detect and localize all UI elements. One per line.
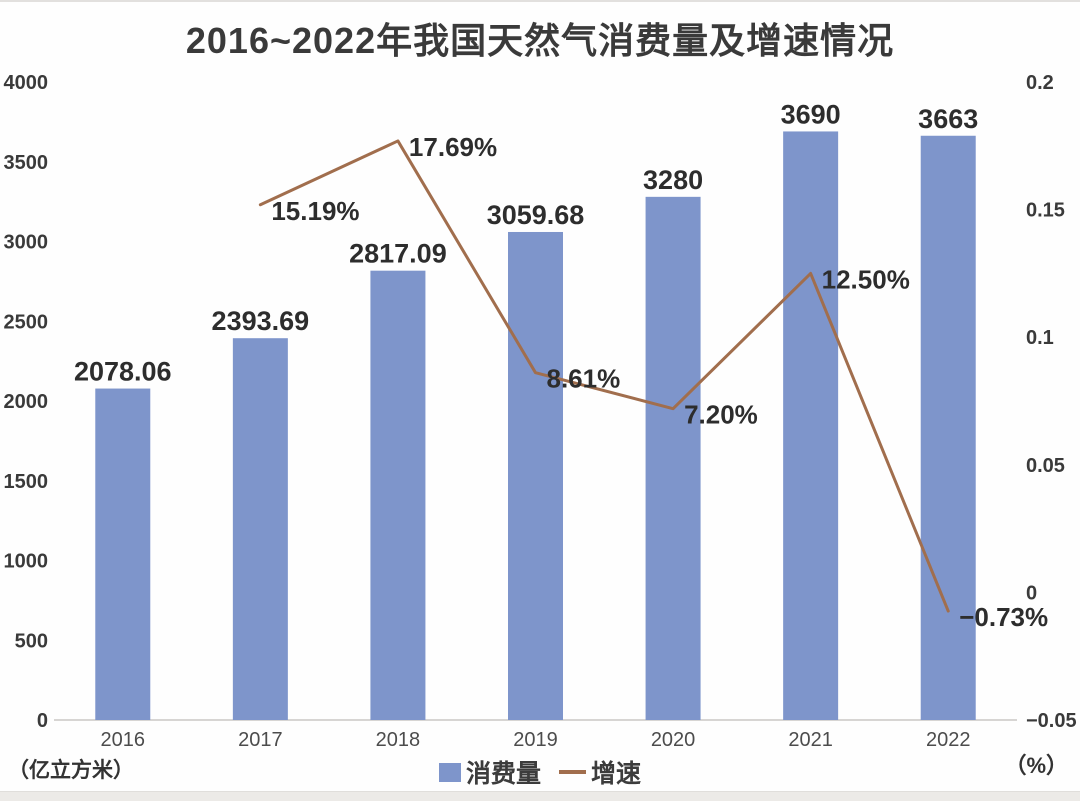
legend-label-consumption: 消费量 (465, 760, 541, 788)
line-value-label-2017: 15.19% (271, 196, 359, 226)
right-axis-tick-label: 0 (1026, 582, 1037, 604)
line-value-label-2019: 8.61% (547, 364, 621, 394)
x-axis-category-label: 2017 (238, 729, 283, 751)
right-axis-unit-label: （%） (1004, 753, 1068, 778)
bottom-strip (0, 791, 1080, 801)
left-axis-tick-label: 0 (37, 710, 48, 732)
left-axis-tick-label: 3500 (4, 152, 49, 174)
left-axis-tick-label: 4000 (4, 72, 49, 94)
line-value-label-2018: 17.69% (409, 132, 497, 162)
left-axis-tick-label: 500 (15, 630, 48, 652)
bar-value-label-2018: 2817.09 (349, 239, 447, 269)
x-axis-category-label: 2020 (651, 729, 696, 751)
left-axis-tick-label: 1500 (4, 471, 49, 493)
right-axis-tick-label: 0.1 (1026, 327, 1054, 349)
line-series-swatch-icon (559, 770, 586, 774)
bar-value-label-2021: 3690 (781, 99, 841, 129)
x-axis-category-label: 2016 (101, 729, 146, 751)
right-axis-tick-label: 0.15 (1026, 200, 1065, 222)
legend-item-growth: 增速 (559, 754, 641, 790)
bar-2016 (95, 388, 151, 720)
left-axis-unit-label: （亿立方米） (8, 759, 134, 782)
bar-value-label-2017: 2393.69 (212, 306, 310, 336)
bar-2020 (645, 196, 701, 721)
right-axis-tick-label: 0.05 (1026, 455, 1065, 477)
growth-line (258, 139, 950, 613)
bar-2021 (783, 131, 839, 720)
line-value-label-2022: −0.73% (959, 602, 1048, 632)
line-value-label-2021: 12.50% (822, 264, 910, 294)
x-axis-category-label: 2019 (513, 729, 558, 751)
right-axis-tick-label: −0.05 (1026, 710, 1077, 732)
x-axis-category-label: 2018 (376, 729, 421, 751)
legend-label-growth: 增速 (591, 760, 642, 788)
bar-series-swatch-icon (438, 762, 461, 782)
legend-item-consumption: 消费量 (438, 754, 541, 790)
chart-title: 2016~2022年我国天然气消费量及增速情况 (185, 20, 895, 61)
bar-value-label-2016: 2078.06 (74, 357, 172, 387)
bar-value-label-2019: 3059.68 (487, 200, 585, 230)
bar-value-label-2020: 3280 (643, 165, 703, 195)
legend: 消费量 增速 (0, 754, 1080, 790)
bar-value-label-2022: 3663 (918, 104, 978, 134)
left-axis-tick-label: 2000 (4, 391, 49, 413)
right-axis-tick-label: 0.2 (1026, 72, 1054, 94)
line-value-label-2020: 7.20% (684, 400, 758, 430)
bar-2018 (370, 270, 426, 720)
left-axis-tick-label: 2500 (4, 311, 49, 333)
x-axis-category-label: 2022 (926, 729, 971, 751)
bar-2022 (920, 135, 976, 721)
bar-2019 (508, 231, 563, 721)
left-axis-tick-label: 3000 (4, 232, 49, 254)
x-axis-category-label: 2021 (788, 729, 833, 751)
left-axis-tick-label: 1000 (4, 551, 49, 573)
bar-2017 (232, 338, 288, 720)
